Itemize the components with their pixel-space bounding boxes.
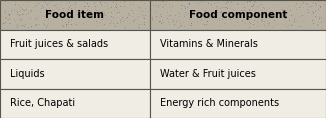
Text: Rice, Chapati: Rice, Chapati [10, 98, 75, 108]
FancyBboxPatch shape [150, 88, 326, 118]
Text: Liquids: Liquids [10, 69, 44, 79]
Text: Water & Fruit juices: Water & Fruit juices [160, 69, 256, 79]
Text: Fruit juices & salads: Fruit juices & salads [10, 39, 108, 49]
FancyBboxPatch shape [0, 30, 150, 59]
FancyBboxPatch shape [0, 0, 150, 30]
Text: Food item: Food item [46, 10, 104, 20]
FancyBboxPatch shape [150, 0, 326, 30]
Text: Energy rich components: Energy rich components [160, 98, 279, 108]
FancyBboxPatch shape [0, 59, 150, 88]
FancyBboxPatch shape [0, 88, 150, 118]
FancyBboxPatch shape [150, 59, 326, 88]
Text: Vitamins & Minerals: Vitamins & Minerals [160, 39, 258, 49]
FancyBboxPatch shape [150, 30, 326, 59]
Text: Food component: Food component [189, 10, 287, 20]
